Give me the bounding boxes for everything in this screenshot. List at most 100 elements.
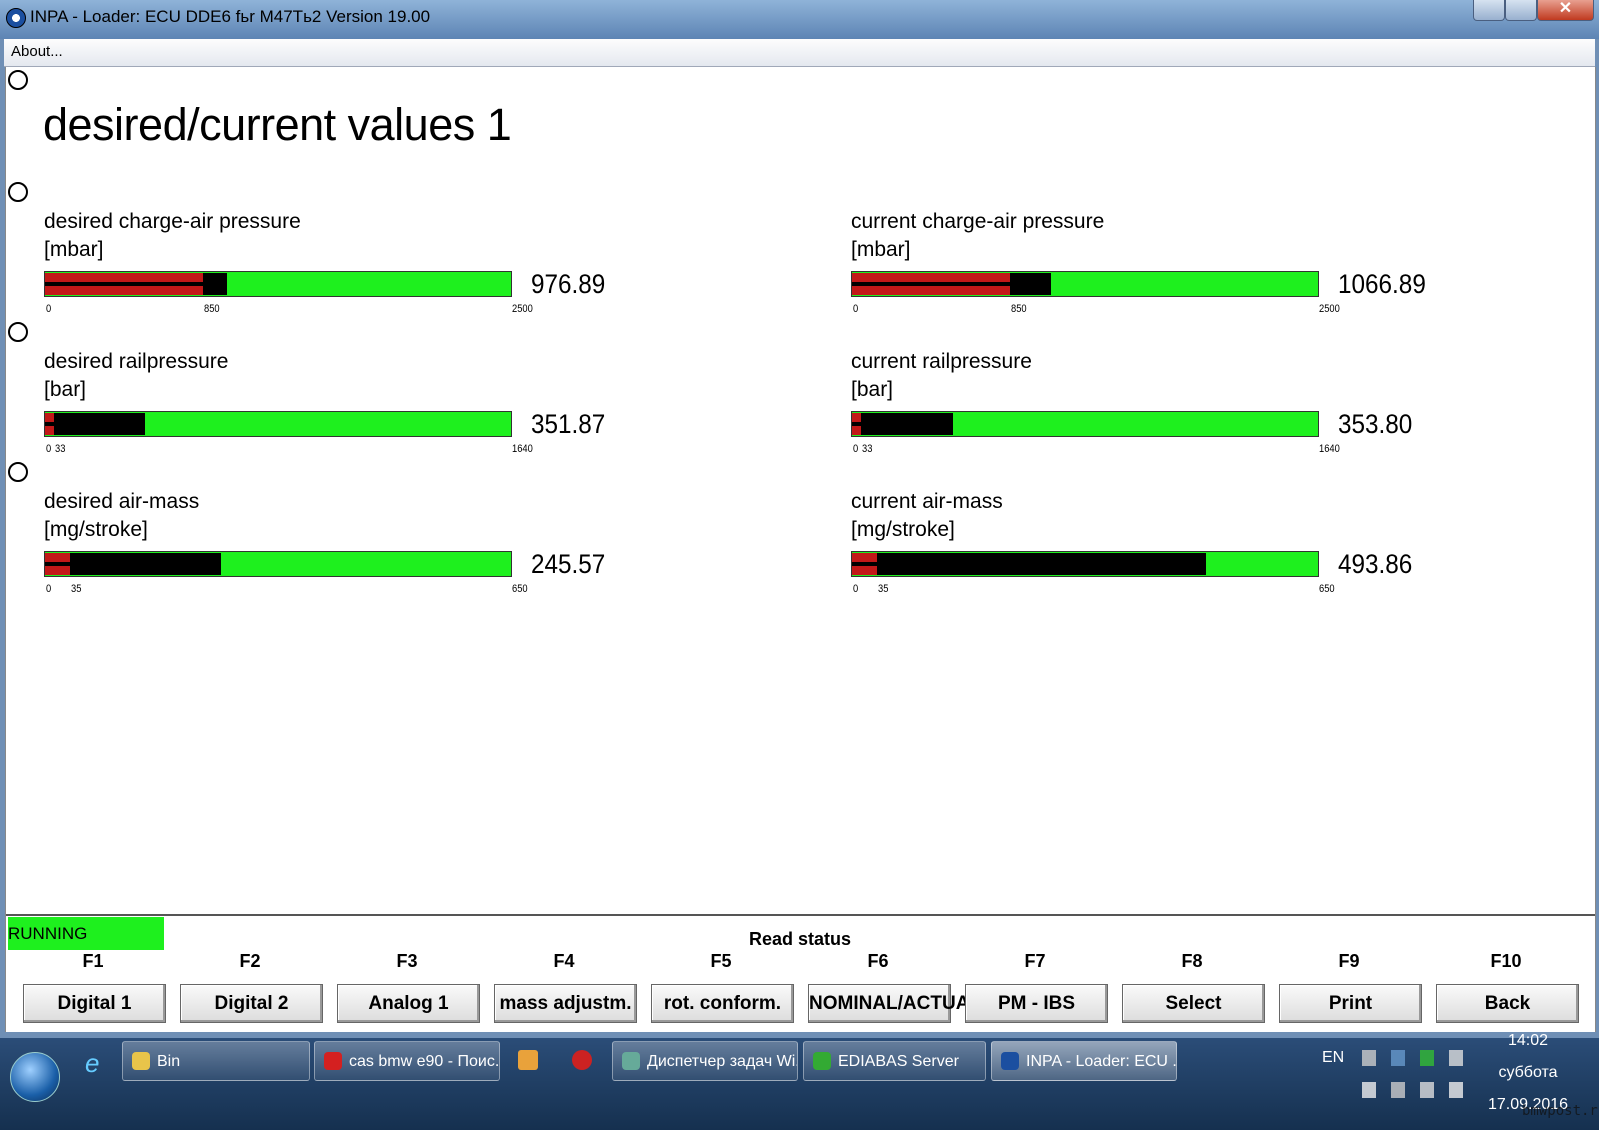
function-button[interactable]: Select <box>1122 984 1265 1023</box>
menu-bar: About... <box>4 39 1595 67</box>
gauge-tick-label: 2500 <box>512 303 533 315</box>
taskbar-icon <box>813 1052 831 1070</box>
gauge-value: 976.89 <box>531 269 606 299</box>
function-key: F6 <box>867 951 889 971</box>
function-key: F5 <box>710 951 732 971</box>
start-button[interactable] <box>10 1052 60 1102</box>
gauge-unit: [mbar] <box>44 238 104 261</box>
gauge-threshold-bar <box>852 553 878 575</box>
gauge-value: 353.80 <box>1338 409 1413 439</box>
taskbar-item[interactable]: Bin <box>122 1041 310 1081</box>
function-button[interactable]: mass adjustm. <box>494 984 637 1023</box>
gauge-value-bar <box>45 413 145 435</box>
gauge-tick-label: 0 <box>853 583 859 595</box>
taskbar-item[interactable]: cas bmw e90 - Поис... <box>314 1041 500 1081</box>
function-key: F2 <box>239 951 261 971</box>
gauge-tick-label: 0 <box>853 303 859 315</box>
function-button[interactable]: NOMINAL/ACTUAL <box>808 984 981 1023</box>
tray-icon[interactable] <box>1362 1082 1376 1098</box>
gauge-tick-label: 33 <box>862 443 873 455</box>
gauge-value: 351.87 <box>531 409 606 439</box>
gauge-track <box>851 411 1319 437</box>
gauge-tick-label: 0 <box>46 583 52 595</box>
function-button[interactable]: Back <box>1436 984 1579 1023</box>
gauge-value: 245.57 <box>531 549 606 579</box>
title-bar: INPA - Loader: ECU DDE6 fьr M47Tь2 Versi… <box>0 0 1599 39</box>
gauge-label: current charge-air pressure <box>851 210 1105 233</box>
app-icon <box>6 8 26 28</box>
close-button[interactable]: ✕ <box>1537 0 1594 21</box>
tray-icon[interactable] <box>1449 1050 1463 1066</box>
function-key: F3 <box>396 951 418 971</box>
gauge-track <box>44 411 512 437</box>
gauge-tick-label: 650 <box>512 583 528 595</box>
tray-icon[interactable] <box>1362 1050 1376 1066</box>
gauge-tick-label: 850 <box>204 303 221 315</box>
taskbar-icon <box>132 1052 150 1070</box>
separator <box>6 914 1595 916</box>
gauge-threshold-bar <box>852 273 1011 295</box>
gauge-track <box>851 551 1319 577</box>
gauge-tick-label: 2500 <box>1319 303 1340 315</box>
minimize-button[interactable] <box>1473 0 1505 21</box>
taskbar-item[interactable]: EDIABAS Server <box>803 1041 986 1081</box>
radio[interactable] <box>8 182 28 202</box>
taskbar-item[interactable]: Диспетчер задач Wi... <box>612 1041 798 1081</box>
gauge-label: desired air-mass <box>44 490 200 513</box>
gauge-tick-label: 0 <box>46 443 52 455</box>
gauge-tick-label: 850 <box>1011 303 1028 315</box>
status-state: RUNNING <box>8 917 164 950</box>
maximize-button[interactable] <box>1505 0 1537 21</box>
function-key: F10 <box>1490 951 1522 971</box>
gauge-unit: [bar] <box>44 378 87 401</box>
gauge-threshold-bar <box>45 553 71 575</box>
function-button[interactable]: PM - IBS <box>965 984 1108 1023</box>
tray-icon[interactable] <box>1420 1050 1434 1066</box>
gauge-tick-label: 35 <box>878 583 889 595</box>
gauge-tick-label: 1640 <box>1319 443 1340 455</box>
taskbar-icon[interactable] <box>518 1050 538 1070</box>
status-message: Read status <box>748 929 852 949</box>
window-title: INPA - Loader: ECU DDE6 fьr M47Tь2 Versi… <box>30 7 431 26</box>
gauge-label: current air-mass <box>851 490 1003 513</box>
gauge-tick-label: 33 <box>55 443 66 455</box>
function-key: F7 <box>1024 951 1046 971</box>
tray-icon[interactable] <box>1420 1082 1434 1098</box>
gauge-track <box>851 271 1319 297</box>
tray-icon[interactable] <box>1449 1082 1463 1098</box>
gauge-threshold-bar <box>45 273 204 295</box>
language[interactable]: EN <box>1322 1049 1345 1066</box>
function-button[interactable]: Print <box>1279 984 1422 1023</box>
taskbar-item[interactable]: INPA - Loader: ECU ... <box>991 1041 1177 1081</box>
screen-title: desired/current values 1 <box>43 99 512 150</box>
gauge-tick-label: 0 <box>46 303 52 315</box>
gauge-value-bar <box>45 553 222 575</box>
clock-day: суббота <box>1498 1064 1558 1081</box>
radio[interactable] <box>8 70 28 90</box>
clock-time: 14:02 <box>1507 1032 1549 1049</box>
taskbar-icon[interactable] <box>572 1050 592 1070</box>
function-button[interactable]: rot. conform. <box>651 984 794 1023</box>
radio[interactable] <box>8 322 28 342</box>
function-button[interactable]: Analog 1 <box>337 984 480 1023</box>
menu-item[interactable]: About... <box>11 43 63 60</box>
function-button[interactable]: Digital 2 <box>180 984 323 1023</box>
gauge-label: desired charge-air pressure <box>44 210 301 233</box>
function-key: F4 <box>553 951 575 971</box>
gauge-value-bar <box>852 413 953 435</box>
gauge-label: desired railpressure <box>44 350 229 373</box>
tray-icon[interactable] <box>1391 1082 1405 1098</box>
function-key: F1 <box>82 951 104 971</box>
taskbar-icon <box>622 1052 640 1070</box>
function-button[interactable]: Digital 1 <box>23 984 166 1023</box>
radio[interactable] <box>8 462 28 482</box>
client-area: desired/current values 1 RUNNING Read st… <box>5 67 1596 1032</box>
tray-icon[interactable] <box>1391 1050 1405 1066</box>
ie-icon[interactable]: e <box>85 1048 100 1078</box>
clock-date: 17.09.2016 <box>1487 1096 1569 1113</box>
gauge-value-bar <box>852 553 1207 575</box>
gauge-tick-label: 650 <box>1319 583 1335 595</box>
taskbar: e Bin cas bmw e90 - Поис... Диспетчер зада… <box>0 1032 1599 1130</box>
gauge-unit: [mg/stroke] <box>44 518 148 541</box>
